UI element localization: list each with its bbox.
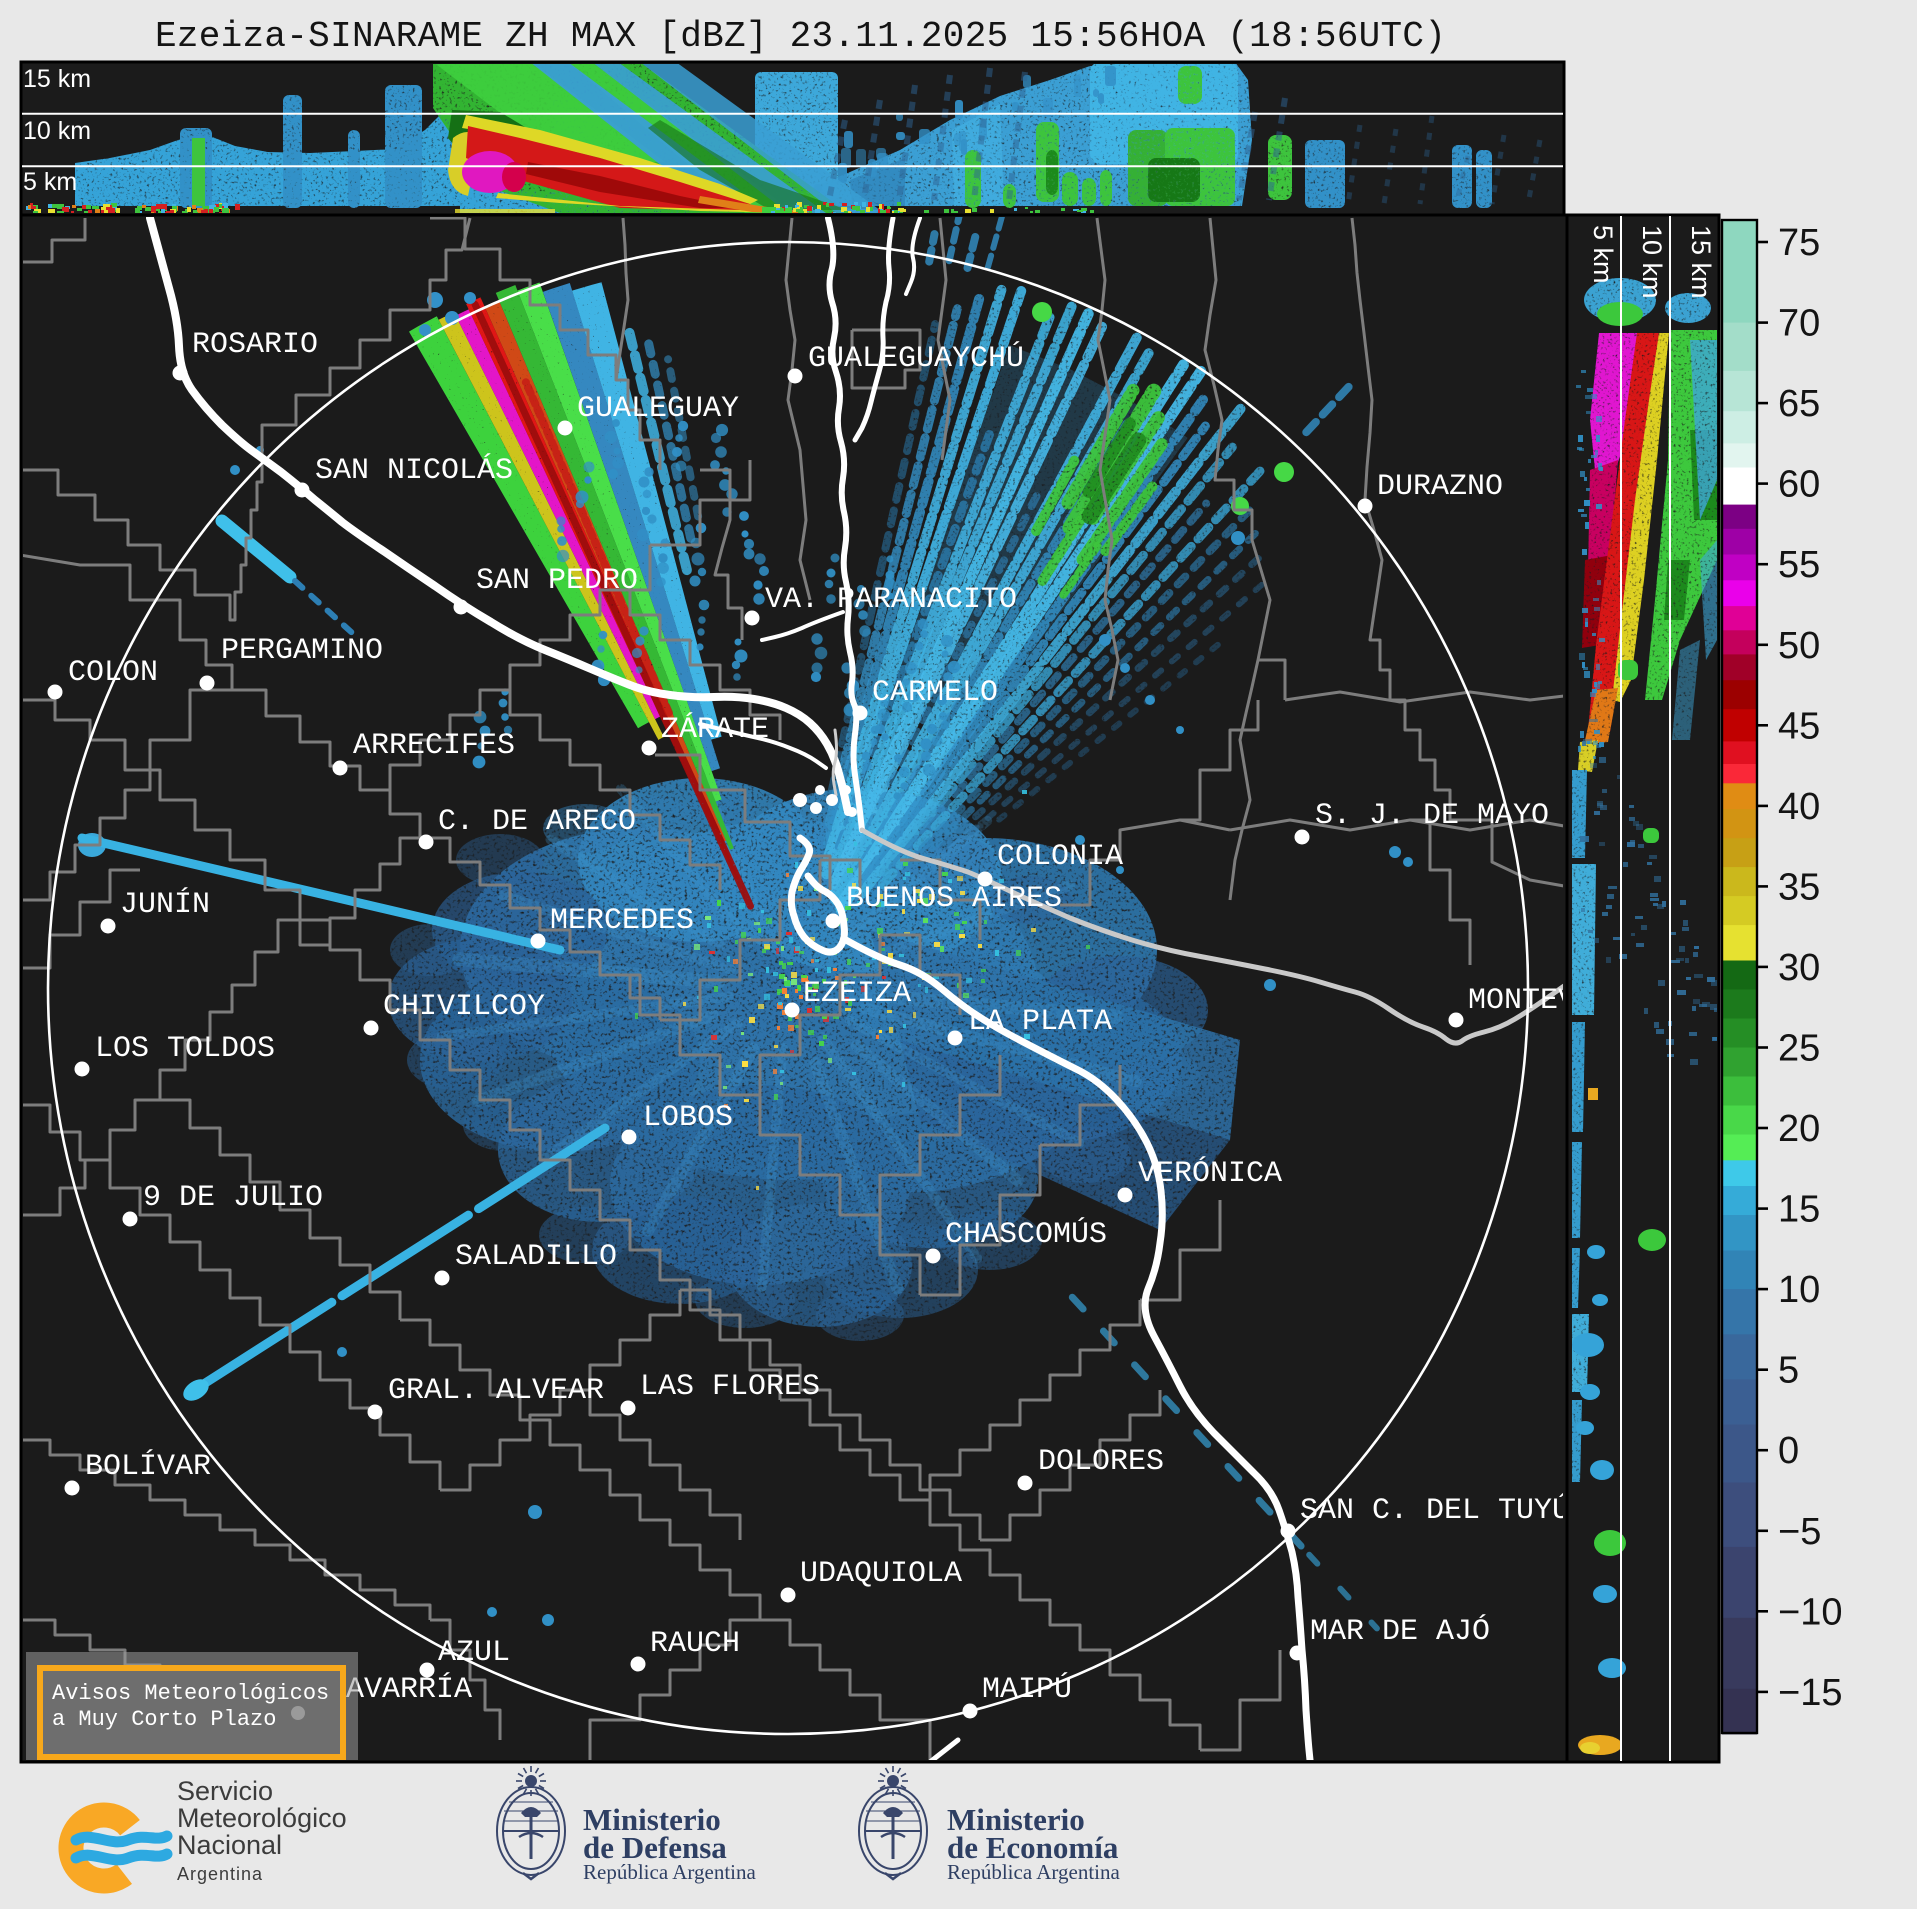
svg-text:GUALEGUAYCHÚ: GUALEGUAYCHÚ — [808, 341, 1024, 376]
svg-text:70: 70 — [1778, 303, 1820, 345]
svg-text:35: 35 — [1778, 866, 1820, 908]
svg-text:Avisos Meteorológicos: Avisos Meteorológicos — [52, 1681, 329, 1706]
svg-text:−10: −10 — [1778, 1591, 1842, 1633]
svg-text:LOBOS: LOBOS — [643, 1101, 733, 1135]
svg-text:CARMELO: CARMELO — [872, 676, 998, 710]
svg-text:BUENOS AIRES: BUENOS AIRES — [846, 882, 1062, 916]
svg-text:PERGAMINO: PERGAMINO — [221, 634, 383, 668]
svg-text:−15: −15 — [1778, 1672, 1842, 1714]
svg-text:SAN NICOLÁS: SAN NICOLÁS — [315, 453, 513, 488]
svg-text:10 km: 10 km — [23, 117, 91, 145]
svg-text:55: 55 — [1778, 544, 1820, 586]
svg-text:5 km: 5 km — [23, 168, 77, 196]
svg-text:MERCEDES: MERCEDES — [550, 904, 694, 938]
svg-text:DURAZNO: DURAZNO — [1377, 470, 1503, 504]
svg-text:GRAL. ALVEAR: GRAL. ALVEAR — [388, 1374, 604, 1408]
svg-text:UDAQUIOLA: UDAQUIOLA — [800, 1557, 962, 1591]
svg-text:LA PLATA: LA PLATA — [968, 1005, 1112, 1039]
svg-text:60: 60 — [1778, 464, 1820, 506]
svg-text:GUALEGUAY: GUALEGUAY — [577, 392, 739, 426]
svg-text:9 DE JULIO: 9 DE JULIO — [143, 1181, 323, 1215]
svg-text:MAR DE AJÓ: MAR DE AJÓ — [1310, 1614, 1490, 1649]
svg-text:65: 65 — [1778, 383, 1820, 425]
svg-text:−5: −5 — [1778, 1511, 1821, 1553]
svg-text:15 km: 15 km — [1686, 225, 1716, 299]
svg-text:COLON: COLON — [68, 656, 158, 690]
svg-text:VA. PARANACITO: VA. PARANACITO — [765, 583, 1017, 617]
svg-text:BOLÍVAR: BOLÍVAR — [85, 1449, 211, 1484]
svg-text:SAN C. DEL TUYÚ: SAN C. DEL TUYÚ — [1300, 1493, 1570, 1528]
svg-text:Ministerio: Ministerio — [947, 1802, 1085, 1837]
svg-text:20: 20 — [1778, 1108, 1820, 1150]
svg-text:10: 10 — [1778, 1269, 1820, 1311]
svg-text:RAUCH: RAUCH — [650, 1627, 740, 1661]
svg-text:SAN PEDRO: SAN PEDRO — [476, 564, 638, 598]
svg-text:SALADILLO: SALADILLO — [455, 1240, 617, 1274]
svg-text:República Argentina: República Argentina — [583, 1860, 756, 1884]
svg-text:0: 0 — [1778, 1430, 1799, 1472]
svg-text:Ezeiza-SINARAME ZH MAX [dBZ] 2: Ezeiza-SINARAME ZH MAX [dBZ] 23.11.2025 … — [155, 16, 1446, 57]
svg-text:VERÓNICA: VERÓNICA — [1138, 1156, 1282, 1191]
svg-text:25: 25 — [1778, 1028, 1820, 1070]
svg-text:Argentina: Argentina — [177, 1864, 263, 1884]
svg-text:10 km: 10 km — [1637, 225, 1667, 299]
svg-text:5: 5 — [1778, 1350, 1799, 1392]
svg-text:MAIPÚ: MAIPÚ — [982, 1672, 1072, 1707]
svg-text:JUNÍN: JUNÍN — [120, 887, 210, 922]
svg-text:a Muy Corto Plazo: a Muy Corto Plazo — [52, 1707, 276, 1732]
svg-text:ARRECIFES: ARRECIFES — [353, 729, 515, 763]
svg-text:CHIVILCOY: CHIVILCOY — [383, 990, 545, 1024]
svg-text:30: 30 — [1778, 947, 1820, 989]
svg-text:15: 15 — [1778, 1189, 1820, 1231]
svg-text:de Defensa: de Defensa — [583, 1830, 727, 1865]
svg-text:ROSARIO: ROSARIO — [192, 328, 318, 362]
svg-text:CHASCOMÚS: CHASCOMÚS — [945, 1217, 1107, 1252]
svg-text:ZÁRATE: ZÁRATE — [661, 712, 769, 747]
svg-text:75: 75 — [1778, 222, 1820, 264]
svg-text:5 km: 5 km — [1588, 225, 1618, 284]
svg-text:LAS FLORES: LAS FLORES — [640, 1370, 820, 1404]
svg-text:S. J. DE MAYO: S. J. DE MAYO — [1315, 799, 1549, 833]
svg-text:AZUL: AZUL — [438, 1636, 510, 1670]
svg-text:MONTEVIDEO: MONTEVIDEO — [1468, 984, 1648, 1018]
svg-text:LOS TOLDOS: LOS TOLDOS — [95, 1032, 275, 1066]
svg-text:Servicio: Servicio — [177, 1776, 273, 1806]
svg-text:Ministerio: Ministerio — [583, 1802, 721, 1837]
svg-text:Nacional: Nacional — [177, 1830, 282, 1860]
svg-text:15 km: 15 km — [23, 65, 91, 93]
svg-text:40: 40 — [1778, 786, 1820, 828]
svg-text:Meteorológico: Meteorológico — [177, 1803, 347, 1833]
svg-text:COLONIA: COLONIA — [997, 840, 1123, 874]
svg-text:50: 50 — [1778, 625, 1820, 667]
svg-text:C. DE ARECO: C. DE ARECO — [438, 805, 636, 839]
svg-text:DOLORES: DOLORES — [1038, 1445, 1164, 1479]
svg-text:45: 45 — [1778, 705, 1820, 747]
svg-text:EZEIZA: EZEIZA — [803, 977, 911, 1011]
svg-text:de Economía: de Economía — [947, 1830, 1119, 1865]
svg-text:República Argentina: República Argentina — [947, 1860, 1120, 1884]
